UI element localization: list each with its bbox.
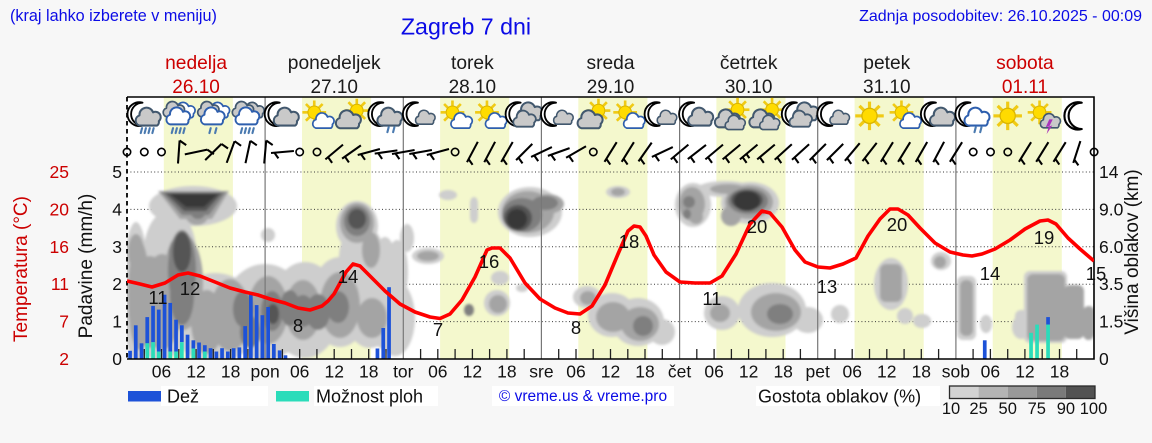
- svg-text:2: 2: [59, 349, 69, 369]
- svg-text:torek: torek: [451, 53, 494, 74]
- svg-text:12: 12: [739, 362, 758, 382]
- svg-text:9.0: 9.0: [1099, 199, 1124, 219]
- svg-text:31.10: 31.10: [863, 77, 911, 98]
- svg-text:pet: pet: [806, 362, 830, 382]
- svg-text:4: 4: [112, 199, 122, 219]
- svg-text:50: 50: [999, 400, 1017, 418]
- svg-text:18: 18: [635, 362, 654, 382]
- svg-text:20: 20: [747, 216, 768, 237]
- svg-text:Višina oblakov (km): Višina oblakov (km): [1122, 169, 1143, 334]
- svg-text:18: 18: [619, 231, 640, 252]
- svg-text:06: 06: [843, 362, 862, 382]
- svg-text:Gostota oblakov (%): Gostota oblakov (%): [758, 387, 921, 407]
- svg-text:12: 12: [186, 362, 205, 382]
- svg-text:6.0: 6.0: [1099, 237, 1124, 257]
- svg-text:0: 0: [1099, 349, 1109, 369]
- svg-text:18: 18: [221, 362, 240, 382]
- svg-text:3.5: 3.5: [1099, 274, 1123, 294]
- svg-text:čet: čet: [668, 362, 691, 382]
- svg-text:14: 14: [1099, 162, 1119, 182]
- svg-text:ponedeljek: ponedeljek: [288, 53, 381, 74]
- svg-text:Padavine (mm/h): Padavine (mm/h): [76, 194, 97, 339]
- svg-text:06: 06: [152, 362, 171, 382]
- svg-text:3: 3: [112, 237, 122, 257]
- svg-text:sob: sob: [942, 362, 970, 382]
- svg-text:2: 2: [112, 274, 122, 294]
- svg-text:12: 12: [324, 362, 343, 382]
- svg-text:18: 18: [497, 362, 516, 382]
- svg-text:Zagreb 7 dni: Zagreb 7 dni: [401, 14, 531, 40]
- svg-text:tor: tor: [393, 362, 414, 382]
- svg-text:1: 1: [112, 312, 122, 332]
- svg-text:Možnost ploh: Možnost ploh: [316, 387, 423, 407]
- svg-text:16: 16: [479, 251, 500, 272]
- svg-text:01.11: 01.11: [1002, 77, 1048, 98]
- svg-text:19: 19: [1034, 227, 1055, 248]
- svg-text:sreda: sreda: [587, 53, 635, 74]
- svg-text:0: 0: [112, 349, 122, 369]
- svg-text:15: 15: [1086, 263, 1107, 284]
- svg-text:8: 8: [571, 317, 581, 338]
- svg-text:12: 12: [877, 362, 896, 382]
- svg-text:18: 18: [773, 362, 792, 382]
- svg-text:5: 5: [112, 162, 122, 182]
- svg-text:06: 06: [981, 362, 1000, 382]
- svg-text:8: 8: [293, 315, 303, 336]
- svg-text:90: 90: [1057, 400, 1075, 418]
- svg-text:© vreme.us & vreme.pro: © vreme.us & vreme.pro: [499, 388, 667, 405]
- svg-text:18: 18: [359, 362, 378, 382]
- svg-text:25: 25: [50, 162, 69, 182]
- svg-text:12: 12: [1015, 362, 1034, 382]
- svg-text:7: 7: [59, 312, 69, 332]
- svg-text:11: 11: [148, 287, 167, 308]
- svg-text:13: 13: [817, 276, 838, 297]
- svg-text:12: 12: [463, 362, 482, 382]
- svg-text:14: 14: [980, 263, 1001, 284]
- svg-text:sre: sre: [529, 362, 553, 382]
- svg-text:Zadnja posodobitev: 26.10.2025: Zadnja posodobitev: 26.10.2025 - 00:09: [859, 8, 1142, 25]
- svg-text:16: 16: [50, 237, 69, 257]
- svg-text:petek: petek: [863, 53, 910, 74]
- svg-text:20: 20: [887, 214, 908, 235]
- svg-text:12: 12: [601, 362, 620, 382]
- svg-text:11: 11: [51, 274, 69, 294]
- svg-text:26.10: 26.10: [172, 77, 220, 98]
- svg-text:7: 7: [433, 319, 443, 340]
- svg-text:sobota: sobota: [996, 53, 1054, 74]
- svg-text:(kraj lahko izberete v meniju): (kraj lahko izberete v meniju): [10, 7, 217, 25]
- svg-text:06: 06: [566, 362, 585, 382]
- svg-text:11: 11: [702, 288, 721, 309]
- svg-text:06: 06: [704, 362, 723, 382]
- svg-text:20: 20: [50, 199, 70, 219]
- svg-text:30.10: 30.10: [725, 77, 773, 98]
- svg-text:nedelja: nedelja: [165, 53, 227, 74]
- svg-text:14: 14: [338, 266, 359, 287]
- svg-text:pon: pon: [251, 362, 280, 382]
- svg-text:29.10: 29.10: [587, 77, 635, 98]
- svg-text:1.5: 1.5: [1099, 312, 1123, 332]
- svg-text:27.10: 27.10: [310, 77, 358, 98]
- svg-text:06: 06: [290, 362, 309, 382]
- svg-text:100: 100: [1080, 400, 1108, 418]
- svg-text:10: 10: [942, 400, 960, 418]
- svg-text:75: 75: [1028, 400, 1046, 418]
- svg-text:28.10: 28.10: [449, 77, 497, 98]
- svg-text:18: 18: [912, 362, 931, 382]
- svg-text:18: 18: [1050, 362, 1069, 382]
- svg-text:četrtek: četrtek: [720, 53, 778, 74]
- svg-text:06: 06: [428, 362, 447, 382]
- svg-text:Dež: Dež: [167, 387, 199, 407]
- svg-text:12: 12: [180, 278, 201, 299]
- svg-text:25: 25: [969, 400, 987, 418]
- svg-text:Temperatura (°C): Temperatura (°C): [11, 196, 32, 342]
